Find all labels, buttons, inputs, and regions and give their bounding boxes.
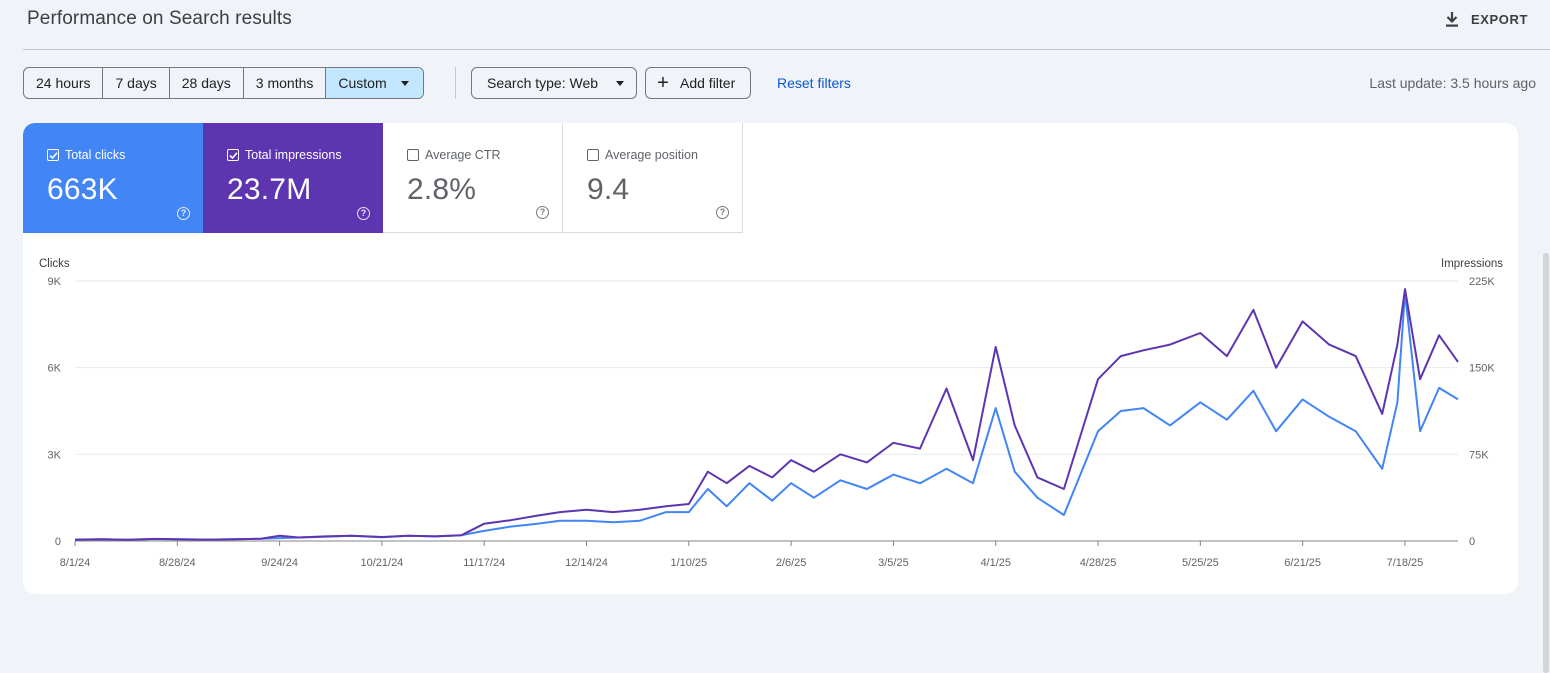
x-tick-label: 5/25/25 [1182, 557, 1219, 569]
help-circle-icon[interactable]: ? [177, 207, 190, 220]
checkbox-checked-icon[interactable] [227, 149, 239, 161]
checkbox-empty-icon[interactable] [587, 149, 599, 161]
range-custom-label: Custom [338, 75, 387, 91]
y-tick-label-right: 0 [1469, 536, 1475, 548]
metric-ctr-label: Average CTR [425, 148, 501, 162]
y-tick-label-left: 9K [48, 276, 62, 288]
metric-clicks-value: 663K [47, 173, 118, 206]
metric-total-clicks[interactable]: Total clicks 663K ? [23, 123, 203, 233]
export-label: EXPORT [1470, 11, 1528, 27]
y-tick-label-left: 3K [48, 449, 62, 461]
range-3-months[interactable]: 3 months [244, 68, 327, 98]
range-custom[interactable]: Custom [326, 68, 423, 98]
range-28-days[interactable]: 28 days [170, 68, 244, 98]
toolbar: 24 hours 7 days 28 days 3 months Custom … [23, 67, 1536, 99]
download-icon [1445, 11, 1459, 27]
search-type-label: Search type: Web [487, 75, 599, 91]
help-circle-icon[interactable]: ? [716, 206, 729, 219]
add-filter-button[interactable]: + Add filter [645, 67, 752, 99]
right-axis: 0 75K 150K 225K [1469, 276, 1495, 548]
x-tick-label: 12/14/24 [565, 557, 608, 569]
x-tick-label: 10/21/24 [360, 557, 403, 569]
metric-impressions-label: Total impressions [245, 148, 342, 162]
plus-icon: + [657, 72, 669, 94]
metric-label: Total impressions [227, 148, 342, 162]
series-line-impressions [74, 288, 1459, 541]
toolbar-divider [455, 67, 456, 99]
x-tick-label: 7/18/25 [1387, 557, 1424, 569]
y-tick-label-right: 150K [1469, 363, 1495, 375]
x-tick-label: 2/6/25 [776, 557, 807, 569]
metric-tabs: Total clicks 663K ? Total impressions 23… [23, 123, 743, 233]
metric-average-position[interactable]: Average position 9.4 ? [563, 123, 743, 233]
checkbox-empty-icon[interactable] [407, 149, 419, 161]
x-tick-label: 8/28/24 [159, 557, 196, 569]
help-circle-icon[interactable]: ? [536, 206, 549, 219]
x-tick-label: 8/1/24 [60, 557, 91, 569]
y-tick-label-right: 75K [1469, 449, 1489, 461]
caret-down-icon [400, 80, 409, 86]
add-filter-label: Add filter [680, 75, 736, 91]
metric-label: Average CTR [407, 148, 501, 162]
metric-ctr-value: 2.8% [407, 173, 477, 206]
date-range-selector: 24 hours 7 days 28 days 3 months Custom [23, 67, 424, 99]
caret-down-icon [616, 80, 625, 86]
right-axis-title: Impressions [1441, 258, 1503, 270]
range-7-days[interactable]: 7 days [103, 68, 170, 98]
y-tick-label-left: 0 [55, 536, 61, 548]
header: Performance on Search results EXPORT [0, 0, 1550, 50]
checkbox-checked-icon[interactable] [47, 149, 59, 161]
left-axis: 0 3K 6K 9K [48, 276, 62, 548]
performance-card: Total clicks 663K ? Total impressions 23… [23, 123, 1518, 594]
series-line-clicks [74, 291, 1459, 541]
scrollbar-thumb[interactable] [1543, 253, 1549, 673]
metric-label: Average position [587, 148, 698, 162]
export-button[interactable]: EXPORT [1445, 8, 1528, 30]
x-tick-label: 4/1/25 [980, 557, 1011, 569]
y-tick-label-left: 6K [48, 363, 62, 375]
x-tick-label: 9/24/24 [261, 557, 298, 569]
x-tick-label: 11/17/24 [463, 557, 505, 569]
x-tick-label: 1/10/25 [670, 557, 707, 569]
last-update-text: Last update: 3.5 hours ago [1369, 75, 1536, 91]
metric-impressions-value: 23.7M [227, 173, 312, 206]
x-tick-label: 4/28/25 [1080, 557, 1117, 569]
search-type-dropdown[interactable]: Search type: Web [471, 67, 638, 99]
metric-label: Total clicks [47, 148, 125, 162]
page-title: Performance on Search results [27, 8, 292, 29]
header-divider [23, 49, 1550, 50]
x-tick-label: 6/21/25 [1284, 557, 1321, 569]
metric-position-value: 9.4 [587, 173, 630, 206]
metric-total-impressions[interactable]: Total impressions 23.7M ? [203, 123, 383, 233]
x-tick-label: 3/5/25 [878, 557, 909, 569]
series-lines [74, 288, 1459, 541]
metric-clicks-label: Total clicks [65, 148, 126, 162]
metric-position-label: Average position [605, 148, 698, 162]
scrollbar[interactable] [1542, 123, 1550, 673]
metric-average-ctr[interactable]: Average CTR 2.8% ? [383, 123, 563, 233]
chart-grid [75, 280, 1458, 542]
y-tick-label-right: 225K [1469, 276, 1495, 288]
range-24-hours[interactable]: 24 hours [24, 68, 104, 98]
x-axis: 8/1/24 8/28/24 9/24/24 10/21/24 11/17/24 12/1… [60, 541, 1424, 569]
reset-filters-link[interactable]: Reset filters [777, 75, 851, 91]
left-axis-title: Clicks [39, 258, 70, 270]
help-circle-icon[interactable]: ? [357, 207, 370, 220]
